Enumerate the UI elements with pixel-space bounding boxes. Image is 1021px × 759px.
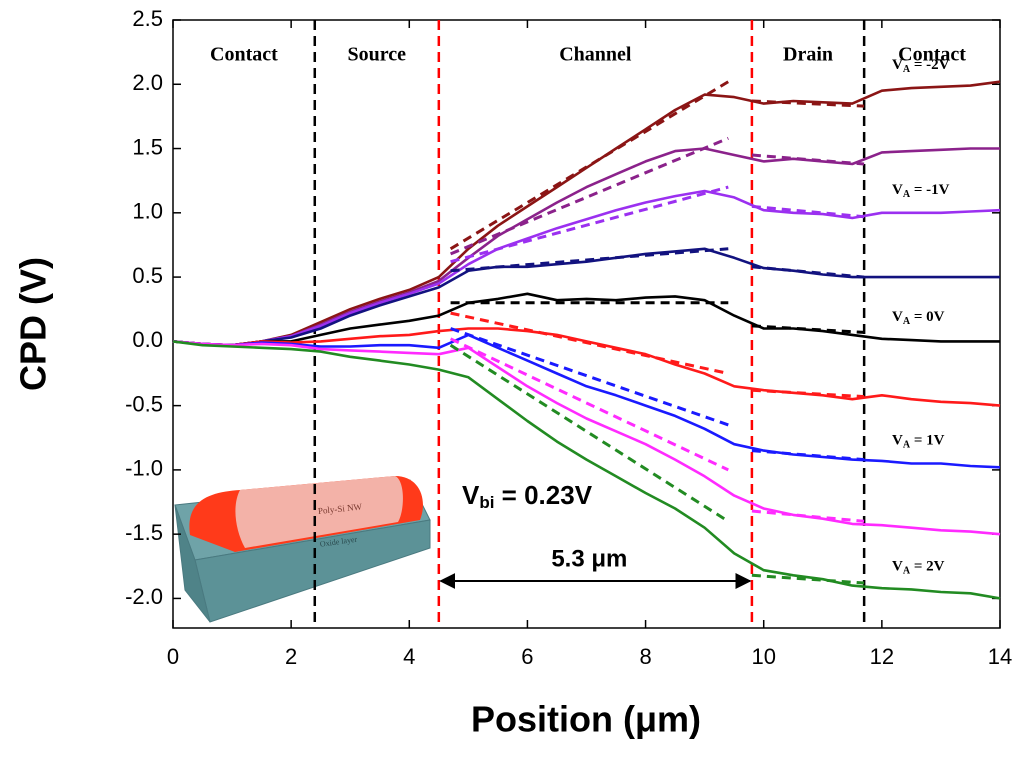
vbi-part: bi — [479, 493, 494, 512]
region-label: Source — [348, 44, 407, 66]
y-tick-label: 2.5 — [132, 6, 163, 31]
x-tick-label: 10 — [751, 644, 775, 669]
label-main: V — [892, 58, 903, 74]
x-tick-label: 8 — [639, 644, 651, 669]
data-line — [172, 189, 1001, 347]
label-sub: A — [903, 566, 911, 577]
y-tick-label: -1.5 — [125, 520, 163, 545]
label-rest: = 1V — [910, 433, 945, 449]
label-sub: A — [903, 316, 911, 327]
series-label: VA = -1V — [892, 182, 950, 200]
data-line — [172, 147, 1000, 347]
y-axis-title: CPD (V) — [13, 257, 54, 391]
x-tick-label: 6 — [521, 644, 533, 669]
label-main: V — [892, 559, 903, 575]
plot-frame — [172, 19, 1001, 629]
inset-label: Poly-Si NW — [317, 501, 363, 516]
label-sub: A — [903, 440, 911, 451]
fit-line — [449, 80, 865, 251]
x-tick-label: 4 — [403, 644, 415, 669]
y-tick-label: 1.0 — [132, 199, 163, 224]
x-axis-title: Position (μm) — [471, 699, 701, 740]
label-sub: A — [903, 189, 911, 200]
x-tick-label: 12 — [870, 644, 894, 669]
vbi-part: = 0.23V — [494, 480, 592, 510]
y-tick-label: 0.5 — [132, 263, 163, 288]
data-line — [172, 247, 1000, 347]
label-sub: A — [903, 64, 911, 75]
fit-line — [449, 343, 865, 585]
label-rest: = -2V — [910, 58, 950, 74]
fit-line — [450, 185, 865, 264]
label-main: V — [892, 182, 903, 198]
fit-line — [450, 301, 865, 334]
data-line — [172, 340, 1001, 536]
region-label: Drain — [783, 44, 833, 66]
label-rest: = 2V — [910, 559, 945, 575]
y-tick-label: 0.0 — [132, 327, 163, 352]
vbi-part: V — [462, 480, 480, 510]
x-tick-label: 0 — [167, 644, 179, 669]
x-tick-label: 2 — [285, 644, 297, 669]
label-rest: = -1V — [910, 182, 950, 198]
y-tick-label: -1.0 — [125, 456, 163, 481]
vbi-annotation: Vbi = 0.23V — [462, 480, 593, 513]
label-main: V — [892, 310, 903, 326]
fit-line — [449, 337, 865, 523]
y-tick-label: -2.0 — [125, 584, 163, 609]
series-label: VA = 1V — [892, 433, 945, 451]
y-tick-label: -0.5 — [125, 391, 163, 416]
y-tick-label: 2.0 — [132, 70, 163, 95]
x-tick-label: 14 — [988, 644, 1012, 669]
series-label: VA = -2V — [892, 58, 950, 76]
y-tick-label: 1.5 — [132, 134, 163, 159]
data-line — [172, 80, 1001, 347]
fit-line — [450, 136, 865, 256]
label-rest: = 0V — [910, 310, 945, 326]
region-label: Contact — [210, 44, 278, 66]
data-line — [172, 333, 1001, 469]
label-main: V — [892, 433, 903, 449]
series-label: VA = 2V — [892, 559, 945, 577]
data-line — [172, 327, 1001, 407]
width-annotation: 5.3 μm — [551, 545, 627, 572]
region-label: Channel — [559, 44, 632, 66]
region-label: Contact — [898, 44, 966, 66]
data-line — [172, 340, 1001, 600]
series-label: VA = 0V — [892, 310, 945, 328]
data-line — [172, 292, 1000, 347]
